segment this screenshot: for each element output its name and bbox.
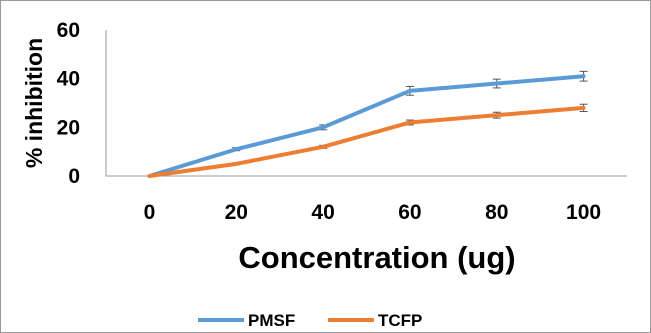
error-bars <box>232 70 588 166</box>
y-tick-labels: 0 20 40 60 <box>57 19 80 188</box>
x-tick-label: 20 <box>225 201 248 224</box>
legend: PMSF TCFP <box>198 311 422 330</box>
x-tick-label: 40 <box>311 201 334 224</box>
y-axis-title: % inhibition <box>21 38 47 168</box>
x-axis-title: Concentration (ug) <box>238 240 515 275</box>
y-tick-label: 0 <box>68 165 80 188</box>
axes <box>105 30 627 177</box>
y-tick-label: 40 <box>57 68 80 91</box>
series-lines <box>147 74 586 178</box>
series-line-tcfp <box>147 105 586 178</box>
legend-label-pmsf: PMSF <box>248 311 295 330</box>
legend-label-tcfp: TCFP <box>378 311 422 330</box>
x-tick-labels: 0 20 40 60 80 100 <box>144 201 602 224</box>
x-tick-label: 0 <box>144 201 156 224</box>
x-tick-label: 60 <box>398 201 421 224</box>
series-line-pmsf <box>147 74 586 178</box>
x-tick-label: 100 <box>566 201 601 224</box>
x-tick-label: 80 <box>485 201 508 224</box>
y-tick-label: 20 <box>57 116 80 139</box>
y-tick-label: 60 <box>57 19 80 42</box>
